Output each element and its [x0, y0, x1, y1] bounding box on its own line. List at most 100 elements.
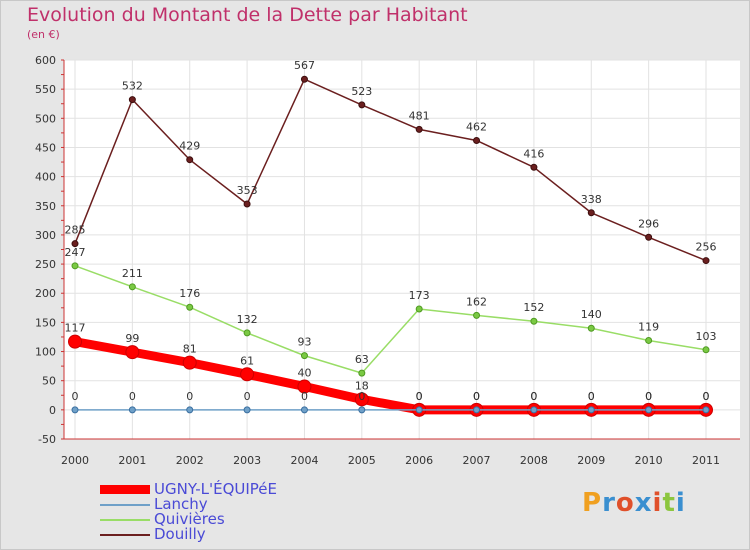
logo-letter: i: [652, 488, 663, 518]
data-label: 176: [179, 287, 200, 300]
data-point: [358, 369, 366, 377]
y-tick-label: 100: [35, 346, 56, 359]
data-point: [415, 406, 423, 414]
x-tick-label: 2002: [176, 454, 204, 467]
data-point: [530, 163, 538, 171]
data-point: [300, 75, 308, 83]
data-label: 0: [645, 390, 652, 403]
data-point: [71, 240, 79, 248]
data-point: [186, 406, 194, 414]
legend-swatch: [100, 504, 150, 506]
data-label: 285: [65, 224, 86, 237]
data-label: 567: [294, 59, 315, 72]
data-point: [71, 406, 79, 414]
data-label: 338: [581, 193, 602, 206]
data-point: [702, 257, 710, 265]
data-point: [358, 101, 366, 109]
data-point: [587, 406, 595, 414]
x-tick-label: 2011: [692, 454, 720, 467]
data-point: [71, 262, 79, 270]
data-point: [240, 367, 255, 382]
data-label: 0: [588, 390, 595, 403]
data-label: 0: [416, 390, 423, 403]
data-label: 162: [466, 295, 487, 308]
data-label: 0: [703, 390, 710, 403]
data-label: 0: [473, 390, 480, 403]
x-tick-label: 2004: [290, 454, 318, 467]
proxiti-logo: Proxiti: [582, 488, 686, 518]
data-point: [530, 406, 538, 414]
series-line: [74, 265, 707, 374]
data-point: [128, 96, 136, 104]
data-point: [186, 303, 194, 311]
x-tick-label: 2001: [118, 454, 146, 467]
data-label: 0: [416, 390, 423, 403]
y-tick-label: 600: [35, 54, 56, 67]
data-point: [530, 317, 538, 325]
data-point: [68, 334, 82, 349]
data-point: [128, 283, 136, 291]
logo-letter: t: [662, 488, 676, 518]
y-tick-label: 400: [35, 171, 56, 184]
data-label: 0: [645, 390, 652, 403]
y-tick-label: 300: [35, 229, 56, 242]
data-label: 523: [351, 85, 372, 98]
data-label: 93: [297, 336, 311, 349]
data-label: 0: [301, 390, 308, 403]
data-point: [645, 233, 653, 241]
x-tick-label: 2000: [61, 454, 89, 467]
data-label: 429: [179, 140, 200, 153]
data-label: 132: [237, 313, 258, 326]
x-tick-label: 2003: [233, 454, 261, 467]
data-label: 0: [244, 390, 251, 403]
data-label: 256: [696, 241, 717, 254]
data-point: [354, 392, 369, 407]
data-point: [415, 125, 423, 133]
data-label: 296: [638, 217, 659, 230]
x-tick-label: 2010: [635, 454, 663, 467]
legend-swatch: [100, 519, 150, 521]
data-point: [358, 406, 366, 414]
data-label: 0: [473, 390, 480, 403]
data-point: [182, 355, 197, 370]
y-tick-label: 500: [35, 112, 56, 125]
legend-label: Lanchy: [154, 495, 208, 513]
data-label: 247: [65, 246, 86, 259]
data-label: 532: [122, 80, 143, 93]
chart-title: Evolution du Montant de la Dette par Hab…: [27, 4, 468, 26]
data-label: 0: [186, 390, 193, 403]
data-label: 481: [409, 109, 430, 122]
data-label: 416: [523, 147, 544, 160]
legend-label: UGNY-L'ÉQUIPéE: [154, 480, 278, 498]
legend-swatch: [100, 534, 150, 536]
y-tick-label: 150: [35, 316, 56, 329]
y-tick-label: 450: [35, 141, 56, 154]
data-label: 0: [129, 390, 136, 403]
data-point: [645, 406, 653, 414]
data-point: [300, 352, 308, 360]
data-label: 61: [240, 354, 254, 367]
data-point: [243, 329, 251, 337]
data-point: [587, 324, 595, 332]
chart-subtitle: (en €): [27, 28, 60, 41]
data-label: 0: [358, 390, 365, 403]
legend-swatch: [100, 485, 150, 494]
data-point: [645, 336, 653, 344]
data-point: [702, 406, 710, 414]
y-tick-label: 350: [35, 200, 56, 213]
data-label: 63: [355, 353, 369, 366]
logo-letter: x: [634, 488, 653, 518]
x-tick-label: 2009: [577, 454, 605, 467]
data-label: 211: [122, 267, 143, 280]
data-point: [300, 406, 308, 414]
data-label: 353: [237, 184, 258, 197]
y-tick-label: 200: [35, 287, 56, 300]
data-point: [473, 136, 481, 144]
y-tick-label: -50: [38, 433, 56, 446]
x-tick-label: 2006: [405, 454, 433, 467]
data-point: [473, 311, 481, 319]
data-point: [415, 305, 423, 313]
data-label: 18: [355, 379, 369, 392]
data-label: 0: [530, 390, 537, 403]
